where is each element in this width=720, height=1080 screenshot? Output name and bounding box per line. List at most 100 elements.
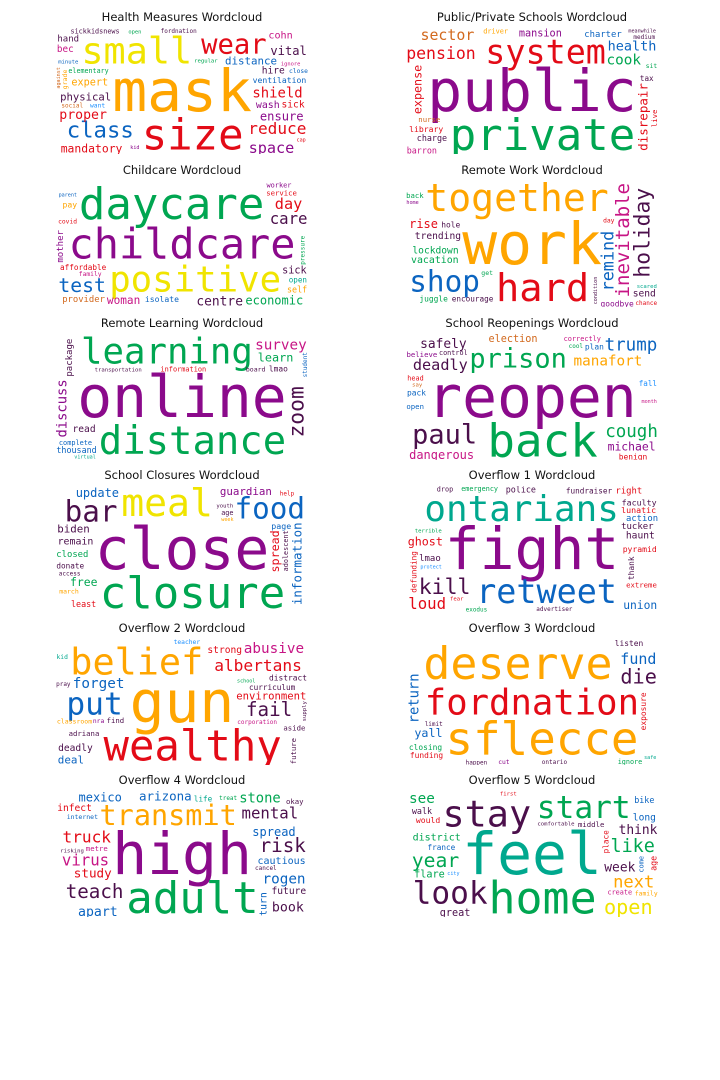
word-donate: donate: [56, 561, 84, 570]
word-walk: walk: [412, 806, 432, 816]
word-bike: bike: [634, 795, 654, 805]
word-mandatory: mandatory: [61, 142, 123, 154]
word-distract: distract: [269, 673, 307, 682]
word-fail: fail: [246, 698, 292, 721]
word-package: package: [65, 339, 75, 377]
word-terrible: terrible: [415, 528, 443, 534]
word-discuss: discuss: [56, 379, 70, 437]
word-chance: chance: [635, 300, 657, 307]
word-closing: closing: [409, 743, 443, 752]
word-protect: protect: [420, 565, 441, 571]
word-remind: remind: [597, 231, 617, 292]
word-nra: nra: [93, 718, 105, 725]
word-pressure: pressure: [300, 235, 307, 264]
wordcloud-svg: gunwealthybeliefputalbertansenvironmentf…: [56, 639, 308, 765]
word-least: least: [71, 599, 96, 609]
word-retweet: retweet: [476, 572, 617, 611]
wordcloud-title: Remote Learning Wordcloud: [100, 316, 264, 330]
word-future: future: [272, 886, 307, 897]
word-closed: closed: [56, 550, 88, 560]
word-stone: stone: [239, 791, 281, 807]
wordcloud-canvas: fordnation sflecce deserve fund die yall retur…: [406, 639, 658, 765]
word-holiday: holiday: [631, 188, 656, 278]
word-day: day: [603, 218, 615, 225]
word-driver: driver: [483, 28, 508, 35]
word-adult: adult: [126, 873, 258, 917]
word-positive: positive: [109, 259, 281, 300]
wordcloud-title: Overflow 2 Wordcloud: [118, 621, 246, 635]
word-france: france: [428, 843, 456, 852]
word-service: service: [266, 189, 297, 198]
word-home: home: [406, 200, 418, 206]
word-board: board: [246, 365, 266, 373]
word-come: come: [638, 856, 646, 873]
word-right: right: [616, 486, 643, 496]
word-library: library: [409, 124, 443, 134]
word-food: food: [235, 491, 306, 525]
word-risk: risk: [260, 834, 307, 857]
word-exodus: exodus: [466, 606, 488, 612]
word-shop: shop: [409, 265, 480, 299]
word-meal: meal: [121, 486, 213, 525]
word-mother: mother: [56, 230, 66, 263]
word-put: put: [66, 687, 122, 723]
wordcloud-title: Overflow 3 Wordcloud: [468, 621, 596, 635]
word-daycare: daycare: [79, 181, 264, 230]
word-parent: parent: [59, 193, 77, 199]
word-curriculum: curriculum: [249, 683, 296, 692]
word-age: age: [649, 856, 658, 871]
word-ventilation: ventilation: [253, 75, 307, 85]
word-study: study: [74, 866, 112, 881]
word-defunding: defunding: [409, 551, 418, 593]
word-thank: thank: [627, 556, 636, 580]
word-deadly: deadly: [58, 743, 93, 754]
word-tucker: tucker: [621, 522, 654, 532]
word-action: action: [626, 514, 658, 524]
word-would: would: [416, 815, 440, 825]
word-haunt: haunt: [626, 531, 655, 542]
word-ensure: ensure: [260, 109, 304, 123]
word-expense: expense: [411, 65, 425, 114]
word-woman: woman: [107, 294, 140, 307]
word-expert: expert: [71, 78, 108, 89]
word-say: say: [412, 383, 423, 389]
wordcloud-title: School Reopenings Wordcloud: [445, 316, 619, 330]
word-like: like: [611, 836, 655, 857]
word-cook: cook: [607, 53, 642, 69]
wordcloud-canvas: gun wealthy belief put albertans environment f…: [56, 639, 308, 765]
word-place: place: [602, 830, 611, 854]
word-feel: feel: [462, 820, 602, 888]
word-minute: minute: [58, 60, 79, 66]
word-ontario: ontario: [542, 759, 568, 765]
word-okay: okay: [286, 797, 304, 806]
word-health: health: [608, 39, 657, 55]
word-classroom: classroom: [57, 717, 92, 725]
word-physical: physical: [60, 92, 111, 104]
word-plan: plan: [585, 343, 604, 352]
word-distance: distance: [99, 419, 286, 460]
word-spread: spread: [252, 825, 295, 839]
word-ghost: ghost: [408, 534, 443, 548]
wordcloud-canvas: fight ontarians retweet kill loud ghost haunt u…: [406, 486, 658, 612]
word-head: head: [407, 375, 423, 383]
word-election: election: [489, 334, 538, 345]
word-regular: regular: [194, 58, 218, 64]
word-ontarians: ontarians: [424, 489, 618, 530]
word-mexico: mexico: [79, 791, 122, 805]
word-pension: pension: [406, 44, 476, 63]
word-union: union: [623, 599, 657, 612]
word-loud: loud: [408, 594, 446, 612]
word-ignore: ignore: [618, 758, 643, 765]
word-safely: safely: [420, 337, 467, 352]
word-cautious: cautious: [258, 856, 306, 867]
word-fordnation: fordnation: [425, 682, 639, 723]
word-future: future: [289, 738, 298, 764]
word-together: together: [425, 181, 608, 220]
word-pack: pack: [407, 388, 426, 397]
word-look: look: [413, 875, 488, 911]
word-scared: scared: [637, 284, 657, 290]
